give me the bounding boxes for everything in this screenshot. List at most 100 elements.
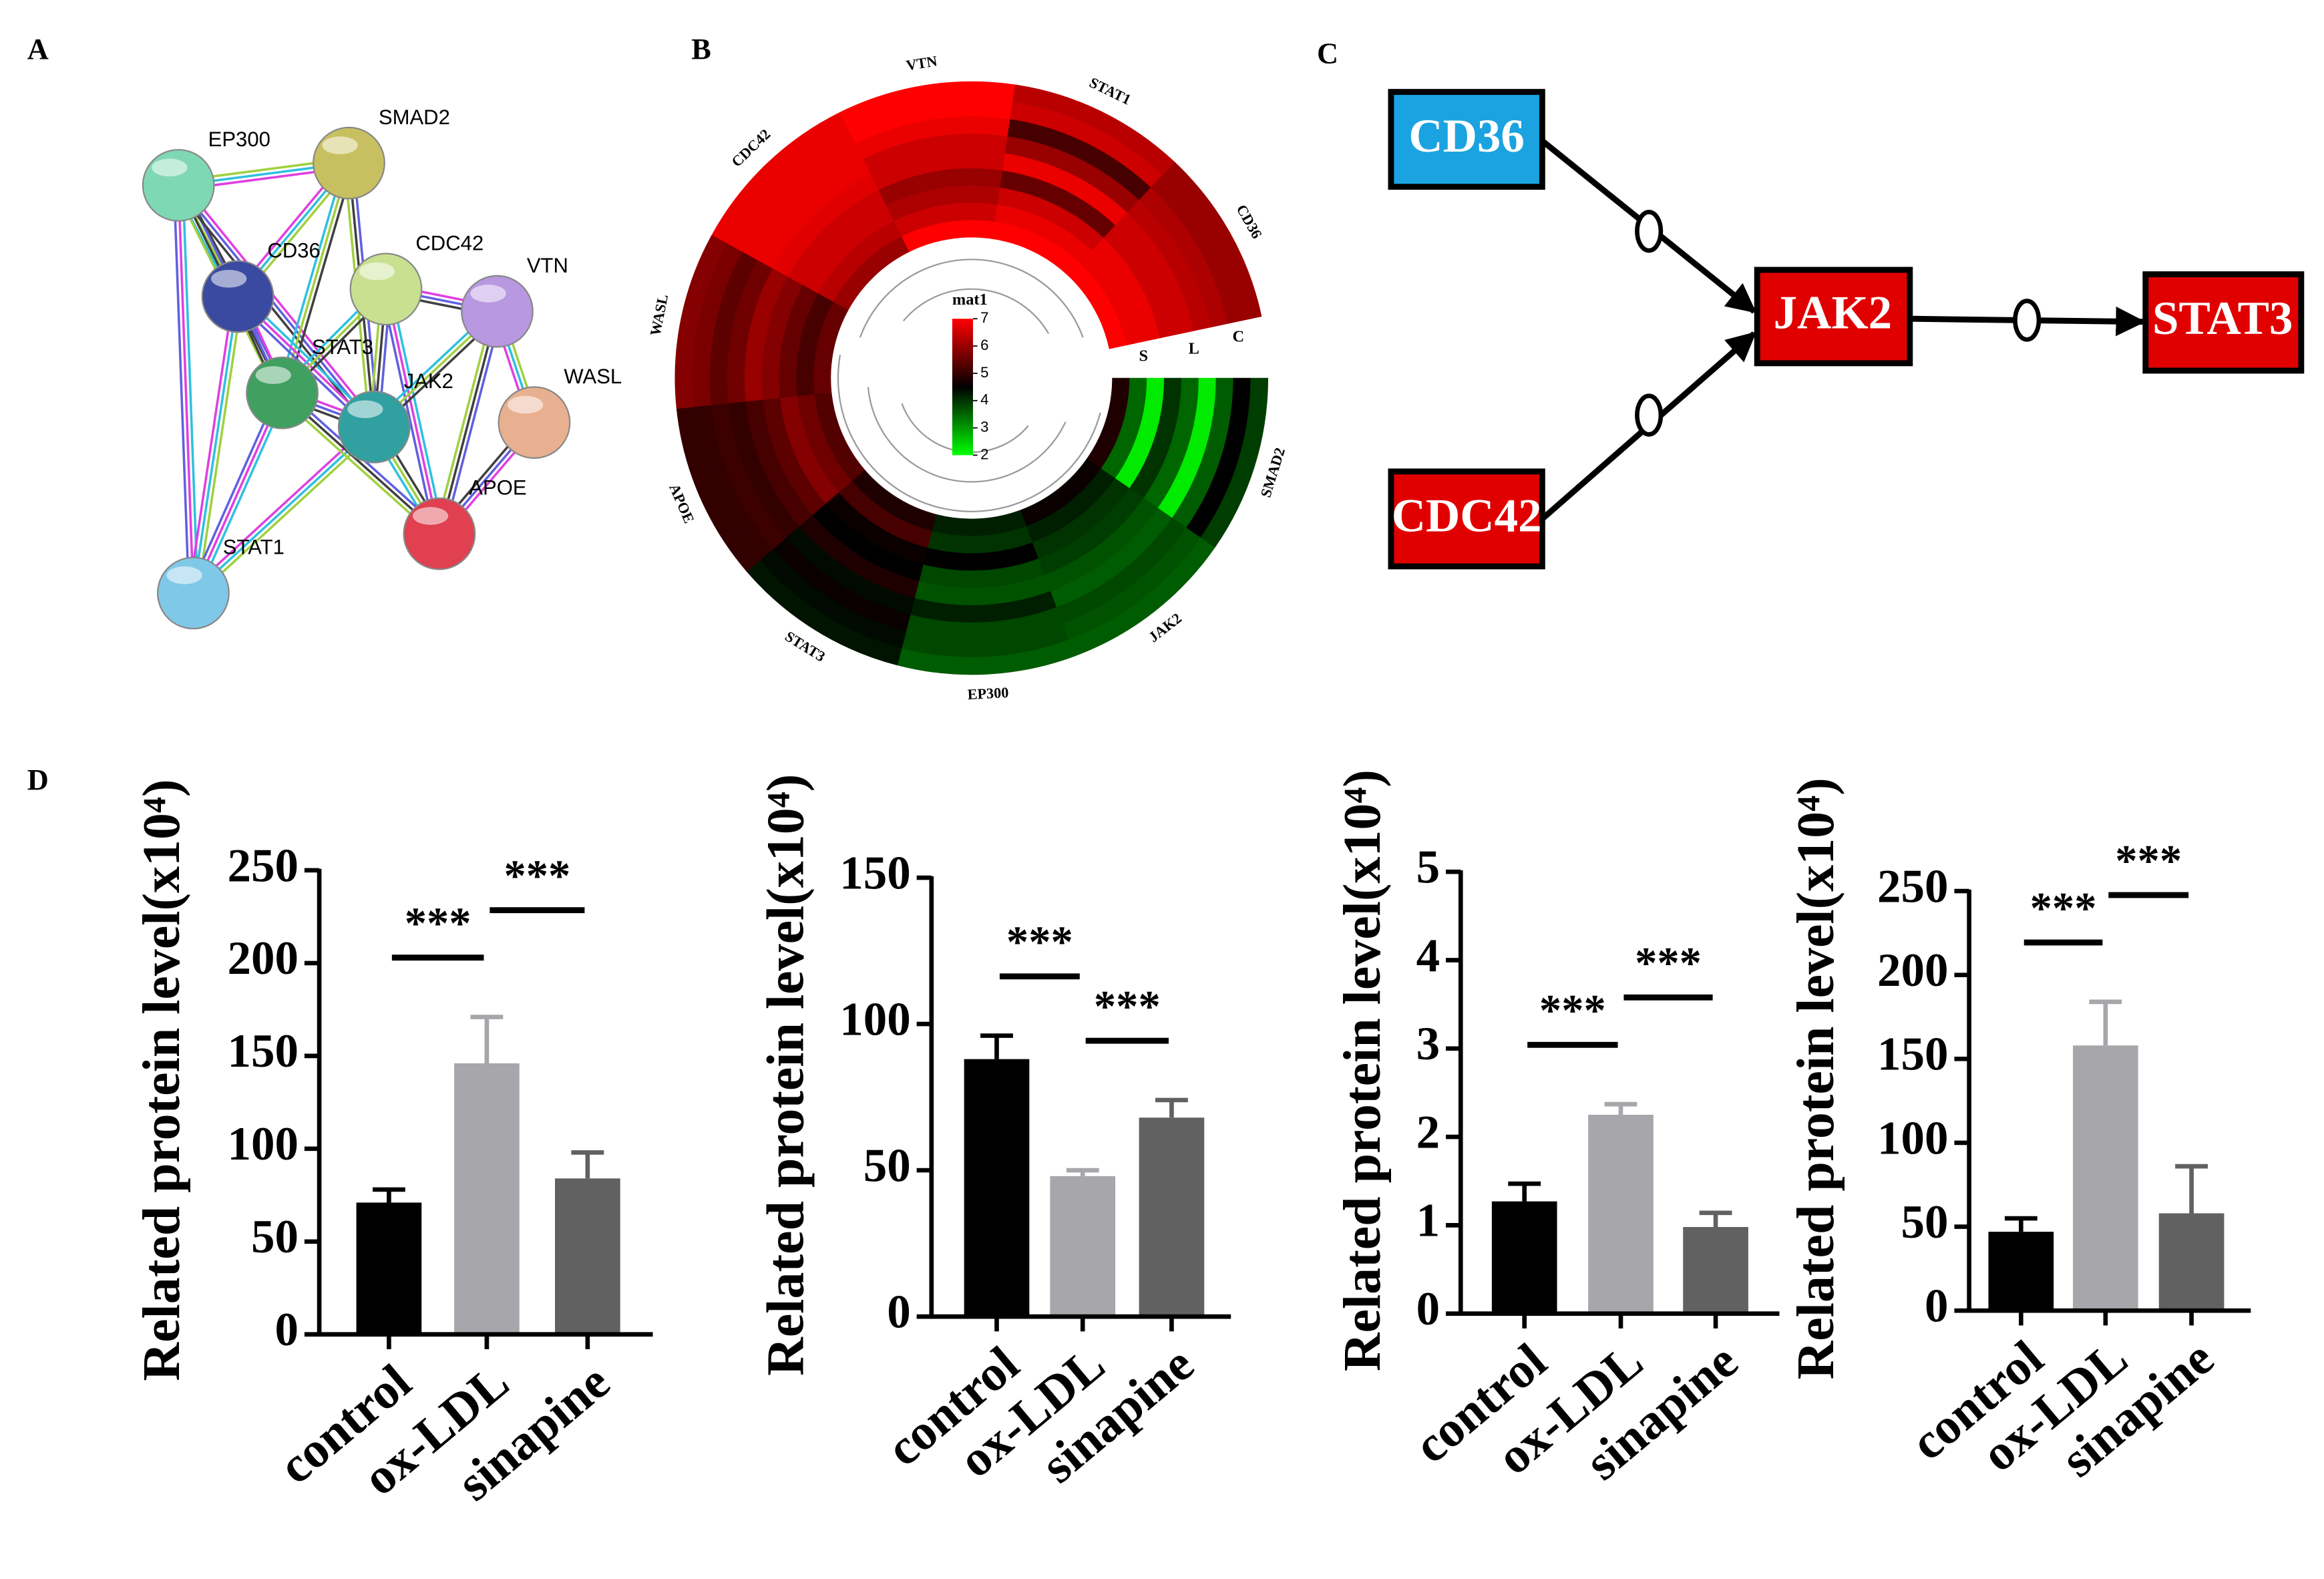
node-label: APOE	[469, 476, 526, 500]
group-label: C	[1232, 328, 1244, 346]
edge	[192, 392, 284, 594]
edge	[389, 288, 445, 534]
legend-tick-label: 4	[980, 391, 988, 408]
y-tick-label: 0	[887, 1286, 911, 1338]
panel-label: D	[27, 763, 49, 796]
y-tick-label: 150	[1877, 1029, 1949, 1081]
group-label: L	[1189, 339, 1199, 357]
gene-label: STAT1	[1087, 74, 1134, 108]
bar	[964, 1059, 1030, 1317]
edge	[442, 312, 503, 536]
bar	[555, 1178, 620, 1335]
bar	[1683, 1227, 1748, 1314]
gene-label: JAK2	[1145, 610, 1185, 646]
gene-label: WASL	[646, 293, 671, 337]
gene-label: APOE	[666, 481, 697, 525]
node-highlight	[211, 269, 247, 288]
edge	[181, 182, 379, 425]
bar	[1491, 1201, 1557, 1314]
group-label: S	[1139, 347, 1148, 365]
edge	[380, 289, 437, 535]
y-tick-label: 2	[1416, 1106, 1440, 1158]
y-axis-label: Related protein level(x10⁴)	[132, 779, 191, 1381]
node-label: STAT3	[2152, 293, 2293, 345]
y-tick-label: 0	[1416, 1283, 1440, 1335]
significance-label: ***	[1635, 939, 1702, 988]
y-tick-label: 250	[227, 840, 299, 892]
junction	[1635, 393, 1664, 437]
significance-label: ***	[1094, 983, 1161, 1031]
node-highlight	[470, 285, 506, 303]
bar	[2073, 1045, 2138, 1311]
gene-label: CD36	[1233, 202, 1266, 242]
node-label: JAK2	[404, 369, 453, 393]
y-tick-label: 100	[227, 1118, 299, 1170]
y-tick-label: 250	[1877, 860, 1949, 912]
node-label: VTN	[527, 254, 568, 277]
edge	[285, 164, 355, 395]
node-label: CDC42	[415, 231, 483, 254]
node-highlight	[166, 566, 202, 584]
significance-label: ***	[1006, 918, 1073, 967]
node-label: EP300	[208, 128, 270, 151]
colorbar	[952, 319, 973, 456]
gene-label: SMAD2	[1257, 446, 1288, 499]
dendrogram	[902, 288, 1050, 334]
edge	[177, 184, 375, 428]
y-tick-label: 200	[227, 932, 299, 985]
bar	[1139, 1117, 1205, 1317]
y-tick-label: 150	[839, 847, 911, 899]
y-tick-label: 100	[839, 993, 911, 1045]
edge	[433, 310, 494, 533]
significance-label: ***	[504, 852, 570, 901]
junction	[2013, 299, 2042, 342]
node-label: JAK2	[1774, 287, 1893, 339]
panel-label: B	[691, 32, 711, 65]
edge	[174, 187, 372, 431]
y-tick-label: 200	[1877, 944, 1949, 997]
legend-tick-label: 7	[980, 309, 988, 326]
bar	[1588, 1115, 1654, 1314]
y-tick-label: 0	[1925, 1280, 1949, 1333]
bar	[2158, 1213, 2224, 1311]
y-tick-label: 50	[863, 1139, 911, 1192]
node-highlight	[347, 400, 383, 418]
bar	[1050, 1176, 1116, 1317]
y-tick-label: 3	[1416, 1018, 1440, 1070]
panel-label: A	[27, 32, 49, 65]
legend-tick-label: 6	[980, 337, 988, 353]
node-label: CD36	[267, 239, 320, 262]
y-tick-label: 100	[1877, 1112, 1949, 1164]
node-label: STAT1	[223, 535, 284, 558]
edge	[188, 295, 235, 593]
node-box	[1388, 468, 1545, 570]
node-highlight	[507, 395, 544, 414]
edge	[182, 185, 199, 593]
bar	[454, 1063, 520, 1335]
node-box	[1754, 267, 1913, 367]
node-label: CD36	[1408, 110, 1525, 162]
node-label: CDC42	[1392, 490, 1542, 542]
junction	[1635, 210, 1664, 253]
legend-title: mat1	[952, 291, 988, 309]
legend-tick-label: 3	[980, 418, 988, 435]
dendrogram	[867, 387, 1067, 483]
node-highlight	[412, 507, 449, 525]
node-highlight	[255, 366, 291, 384]
edge	[438, 311, 499, 534]
node-label: WASL	[564, 365, 622, 388]
y-tick-label: 4	[1416, 930, 1440, 982]
y-axis-label: Related protein level(x10⁴)	[756, 774, 815, 1376]
significance-label: ***	[2115, 837, 2182, 886]
dendrogram	[837, 355, 1101, 512]
edge	[196, 394, 288, 596]
edge	[196, 297, 244, 594]
significance-label: ***	[2030, 884, 2097, 933]
node-label: SMAD2	[379, 106, 450, 129]
network: EP300 SMAD2 CD36 CDC42 VTN STAT3 JAK2 WASL APOE S…	[142, 106, 622, 630]
significance-label: ***	[405, 900, 471, 948]
node-highlight	[359, 262, 395, 281]
edge	[192, 296, 239, 594]
heatmap-cell	[1200, 377, 1269, 548]
